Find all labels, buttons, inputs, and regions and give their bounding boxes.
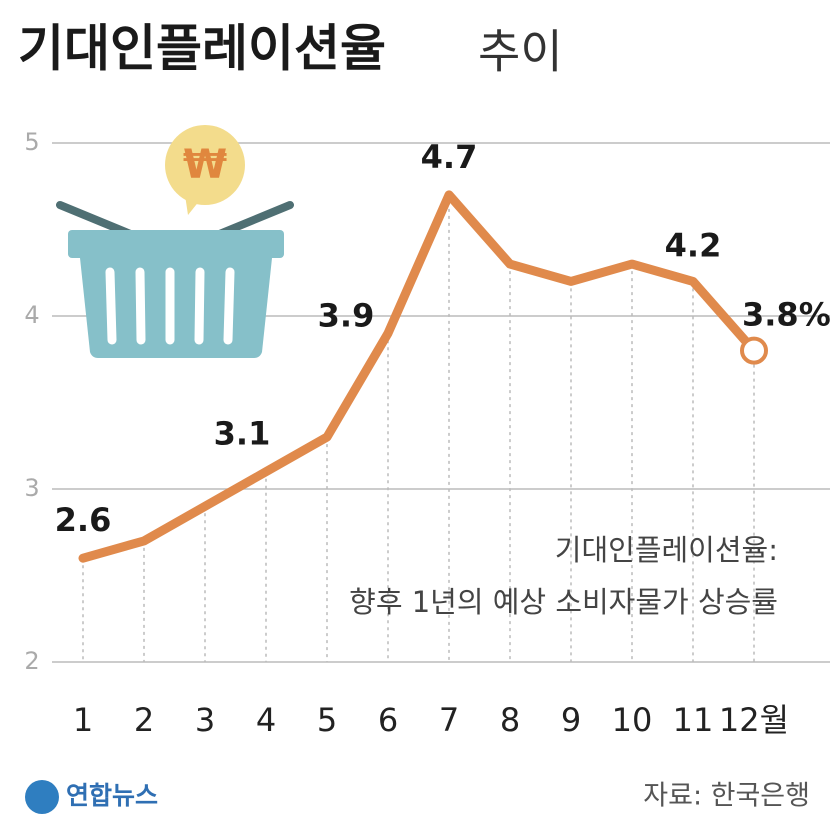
source: 자료: 한국은행: [643, 781, 810, 812]
data-label: 3.9: [318, 296, 375, 334]
x-tick-label: 12월: [719, 701, 789, 739]
svg-text:₩: ₩: [183, 142, 227, 188]
x-tick-label: 5: [317, 701, 337, 739]
x-tick-label: 1: [73, 701, 93, 739]
x-tick-label: 4: [256, 701, 276, 739]
chart-title-suffix: 추이: [478, 25, 563, 79]
end-marker: [740, 336, 768, 365]
data-label: 4.7: [421, 138, 478, 176]
x-tick-label: 7: [439, 701, 459, 739]
chart-title: 기대인플레이션율: [18, 20, 386, 78]
annotation: 기대인플레이션율:: [555, 533, 778, 567]
data-label: 4.2: [665, 226, 722, 264]
data-label: 3.8%: [742, 296, 830, 334]
x-tick-label: 8: [500, 701, 520, 739]
annotation: 향후 1년의 예상 소비자물가 상승률: [349, 585, 778, 619]
x-tick-label: 2: [134, 701, 154, 739]
series-line: [78, 190, 759, 563]
y-tick-label: 4: [24, 301, 39, 329]
x-tick-label: 10: [612, 701, 653, 739]
logo: 연합뉴스: [25, 780, 158, 814]
x-tick-label: 3: [195, 701, 215, 739]
y-tick-label: 2: [24, 647, 39, 675]
logo-text: 연합뉴스: [66, 781, 158, 810]
plot: 2 3 4 5 1 2 3 4 5 6 7 8 9 10 11 12월 2.6 3.1 3.9 4.7 4.2 3.8%: [24, 128, 830, 739]
x-tick-label: 11: [673, 701, 714, 739]
basket-icon: ₩: [56, 125, 294, 358]
x-tick-label: 9: [561, 701, 581, 739]
y-tick-label: 5: [24, 128, 39, 156]
x-tick-label: 6: [378, 701, 398, 739]
data-label: 3.1: [214, 415, 271, 453]
y-tick-label: 3: [24, 474, 39, 502]
data-label: 2.6: [55, 501, 112, 539]
